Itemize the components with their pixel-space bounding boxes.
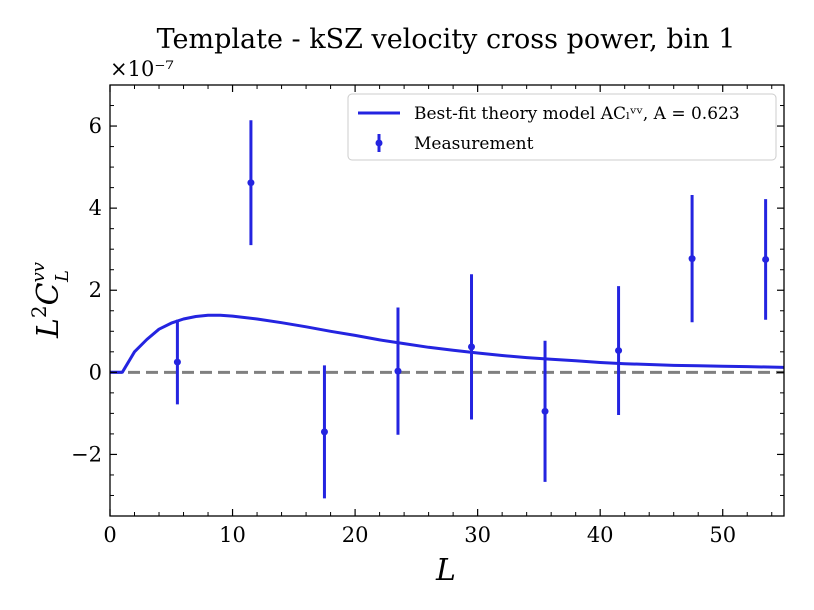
data-marker [541, 407, 549, 415]
chart-title: Template - kSZ velocity cross power, bin… [157, 24, 736, 55]
y-axis-label-exponent: 2 [27, 305, 51, 318]
data-marker [247, 179, 255, 187]
measurement-point [541, 340, 549, 482]
y-tick-label: 2 [89, 278, 102, 302]
data-marker [615, 347, 623, 355]
measurement-point [247, 120, 255, 246]
data-marker [468, 343, 476, 351]
legend-theory-label: Best-fit theory model ACₗᵛᵛ, A = 0.623 [414, 104, 740, 124]
y-axis-label: L2Cvv L [27, 262, 73, 339]
measurement-point [173, 319, 181, 405]
legend: Best-fit theory model ACₗᵛᵛ, A = 0.623 M… [347, 93, 777, 161]
legend-box [347, 93, 777, 161]
y-tick-label: 4 [89, 196, 102, 220]
y-axis-label-subscript: L [52, 270, 73, 283]
data-marker [394, 367, 402, 375]
measurement-point [468, 274, 476, 420]
y-axis-label-base: L [31, 318, 66, 339]
points-layer [173, 120, 770, 499]
x-tick-label: 40 [587, 523, 614, 547]
legend-marker-swatch [375, 139, 383, 147]
x-tick-label: 0 [103, 523, 116, 547]
data-marker [688, 255, 696, 263]
measurement-point [320, 365, 328, 499]
data-marker [320, 428, 328, 436]
data-marker [762, 255, 770, 263]
measurement-point [762, 199, 770, 320]
x-tick-label: 50 [709, 523, 736, 547]
theory-curve [110, 313, 785, 374]
x-tick-label: 10 [219, 523, 246, 547]
data-marker [173, 358, 181, 366]
y-axis-label-c: C [31, 282, 66, 305]
y-axis-label-superscript: vv [28, 262, 49, 282]
measurement-point [394, 307, 402, 435]
y-tick-label: 6 [89, 114, 102, 138]
y-tick-label: 0 [89, 360, 102, 384]
theory-layer [110, 313, 785, 374]
measurement-point [615, 286, 623, 416]
y-scale-label: ×10⁻⁷ [110, 57, 174, 81]
x-tick-label: 20 [342, 523, 369, 547]
x-axis-label: L [435, 553, 456, 588]
measurement-point [688, 195, 696, 323]
y-tick-label: −2 [71, 442, 102, 466]
ticks-layer: 0 10 20 30 40 50 −2 0 2 4 6 [71, 84, 784, 547]
x-tick-label: 30 [464, 523, 491, 547]
legend-measurement-label: Measurement [414, 134, 534, 154]
plot-frame [109, 84, 785, 517]
